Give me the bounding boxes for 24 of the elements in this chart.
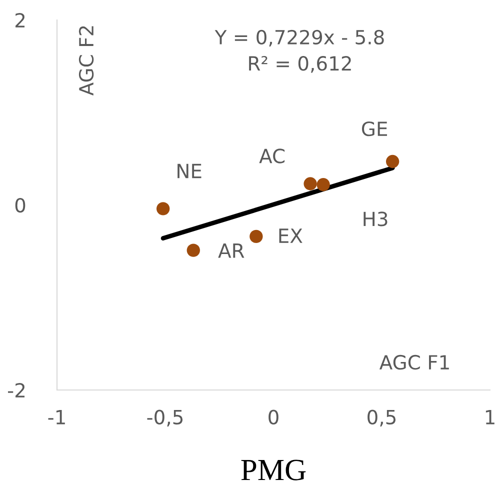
annotation: GE — [362, 121, 388, 136]
annotation: H3 — [364, 212, 388, 226]
annotation: EX — [279, 228, 302, 243]
point — [186, 244, 200, 257]
point — [386, 154, 400, 168]
annotation: AGC F1 — [379, 354, 449, 370]
x-tick-label: 0,5 — [368, 410, 396, 426]
y-tick-label: 2 — [16, 12, 24, 28]
x-axis-title: PMG — [241, 460, 306, 480]
y-tick-label: 0 — [15, 198, 26, 213]
x-tick-label: 1 — [486, 410, 494, 424]
x-tick-label: -1 — [48, 410, 65, 424]
x-tick-label: 0 — [268, 410, 278, 424]
annotation: Y = 0,7229x - 5.8 R² = 0,612 — [214, 30, 384, 73]
point — [304, 177, 317, 190]
annotation: AGC F2 — [78, 26, 94, 96]
y-tick-label: -2 — [8, 382, 24, 398]
point — [156, 202, 170, 216]
x-tick-label: -0,5 — [147, 410, 183, 426]
point — [316, 178, 330, 192]
annotation: AR — [218, 244, 244, 258]
annotation: AC — [259, 148, 285, 164]
annotation: NE — [178, 164, 202, 178]
point — [250, 230, 263, 244]
